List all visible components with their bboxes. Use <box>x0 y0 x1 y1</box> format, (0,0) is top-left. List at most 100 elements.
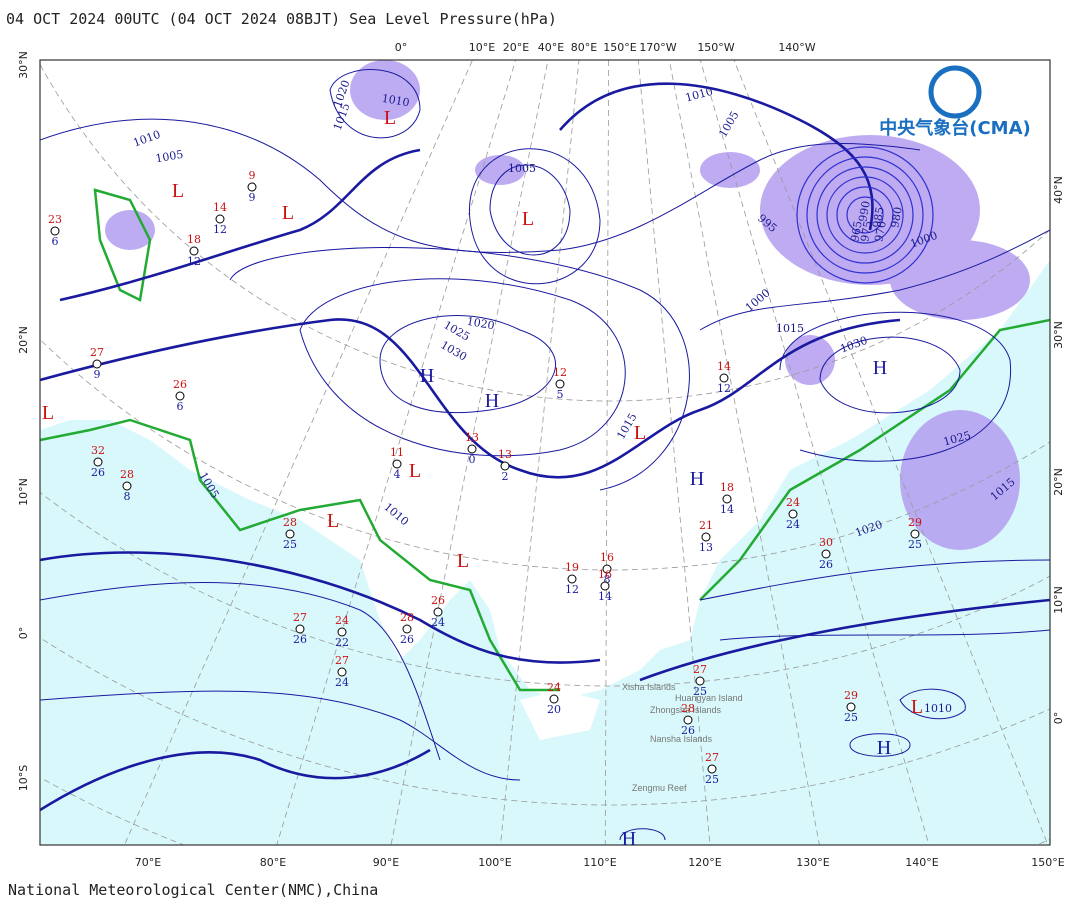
station-temp: 28 <box>400 611 414 624</box>
station-temp: 24 <box>547 681 561 694</box>
lon-label: 0° <box>395 41 408 54</box>
lon-label: 20°E <box>503 41 529 54</box>
isobar-label: 1015 <box>776 322 804 335</box>
station-temp: 16 <box>600 551 614 564</box>
station-dew: 14 <box>598 590 612 603</box>
lat-label: 20°N <box>17 326 30 354</box>
station-dew: 9 <box>94 368 101 381</box>
station-temp: 18 <box>720 481 734 494</box>
station-temp: 21 <box>699 519 713 532</box>
station-dot <box>122 481 132 491</box>
station-dot <box>92 359 102 369</box>
pressure-center: L <box>409 460 421 482</box>
pressure-center: H <box>877 737 891 759</box>
place-label: Zhongsha Islands <box>650 705 722 715</box>
station-dot <box>295 624 305 634</box>
place-label: Huangyan Island <box>675 693 743 703</box>
station-dew: 26 <box>400 633 414 646</box>
pressure-center: L <box>282 202 294 224</box>
lon-label: 90°E <box>373 856 399 869</box>
station-temp: 27 <box>90 346 104 359</box>
isobars <box>40 69 1050 841</box>
station-temp: 13 <box>465 431 479 444</box>
station-dew: 8 <box>124 490 131 503</box>
station-dew: 26 <box>293 633 307 646</box>
station-dot <box>93 457 103 467</box>
lat-label: 10°N <box>1052 586 1065 614</box>
lon-label: 140°W <box>778 41 815 54</box>
station-dot <box>695 676 705 686</box>
station-dew: 22 <box>335 636 349 649</box>
station-dew: 6 <box>52 235 59 248</box>
pressure-center: H <box>485 390 499 412</box>
pressure-center: H <box>420 365 434 387</box>
pressure-center: L <box>911 696 923 718</box>
station-temp: 12 <box>553 366 567 379</box>
station-temp: 26 <box>431 594 445 607</box>
lat-label: 20°N <box>1052 468 1065 496</box>
station-temp: 14 <box>717 360 731 373</box>
station-temp: 28 <box>681 702 695 715</box>
station-temp: 11 <box>390 446 404 459</box>
station-dew: 13 <box>699 541 713 554</box>
pressure-center: H <box>873 357 887 379</box>
lon-label: 150°E <box>1031 856 1064 869</box>
station-dot <box>467 444 477 454</box>
station-dew: 5 <box>557 388 564 401</box>
lat-label: 40°N <box>1052 176 1065 204</box>
lon-label: 110°E <box>583 856 616 869</box>
station-dew: 12 <box>717 382 731 395</box>
station-dot <box>500 461 510 471</box>
station-dew: 2 <box>502 470 509 483</box>
pressure-center: L <box>457 550 469 572</box>
pressure-center: H <box>690 468 704 490</box>
pressure-center: H <box>622 828 636 850</box>
station-dew: 14 <box>720 503 734 516</box>
lat-label: 0° <box>17 627 30 640</box>
station-temp: 24 <box>786 496 800 509</box>
station-dew: 9 <box>249 191 256 204</box>
lon-label: 140°E <box>905 856 938 869</box>
station-temp: 19 <box>565 561 579 574</box>
station-dew: 4 <box>394 468 401 481</box>
station-temp: 32 <box>91 444 105 457</box>
station-dot <box>285 529 295 539</box>
station-dew: 12 <box>187 255 201 268</box>
pressure-center: L <box>327 510 339 532</box>
station-dew: 26 <box>681 724 695 737</box>
cyclone-rings <box>796 146 934 284</box>
isobar-label: 965 <box>848 220 864 243</box>
lat-label: 0° <box>1052 712 1065 725</box>
station-dew: 24 <box>431 616 445 629</box>
isobar-label: 1005 <box>154 148 184 166</box>
lon-label: 130°E <box>796 856 829 869</box>
lon-label: 80°E <box>571 41 597 54</box>
station-dew: 25 <box>283 538 297 551</box>
isobar-label: 990 <box>856 200 872 223</box>
pressure-center: L <box>42 402 54 424</box>
station-dew: 26 <box>819 558 833 571</box>
station-temp: 23 <box>48 213 62 226</box>
pressure-center: L <box>634 422 646 444</box>
isobar-label: 985 <box>870 206 886 229</box>
station-dew: 26 <box>91 466 105 479</box>
lon-label: 80°E <box>260 856 286 869</box>
station-dot <box>846 702 856 712</box>
pressure-center: L <box>172 180 184 202</box>
isobar-label: 975 <box>858 220 874 243</box>
station-dot <box>602 564 612 574</box>
footer: National Meteorological Center(NMC),Chin… <box>8 881 378 899</box>
map-title: 04 OCT 2024 00UTC (04 OCT 2024 08BJT) Se… <box>6 10 557 28</box>
station-dot <box>555 379 565 389</box>
land <box>520 690 600 740</box>
cma-logo: 中央气象台(CMA) <box>879 65 1031 139</box>
lon-label: 150°W <box>697 41 734 54</box>
place-label: Zengmu Reef <box>632 783 687 793</box>
station-dot <box>337 627 347 637</box>
station-temp: 26 <box>173 378 187 391</box>
lat-label: 10°S <box>17 765 30 791</box>
station-dot <box>337 667 347 677</box>
station-temp: 27 <box>293 611 307 624</box>
place-label: Xisha Islands <box>622 682 676 692</box>
station-temp: 18 <box>187 233 201 246</box>
